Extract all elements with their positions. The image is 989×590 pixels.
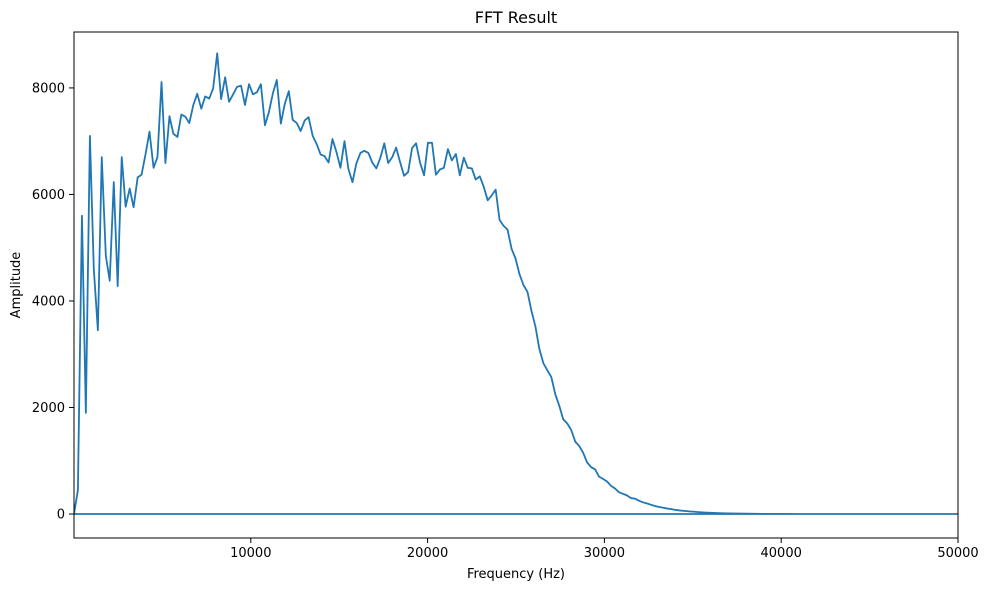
y-tick-label: 2000 [32, 401, 65, 416]
y-tick-label: 0 [57, 508, 65, 523]
x-tick-label: 30000 [584, 546, 625, 561]
y-tick-label: 6000 [32, 188, 65, 203]
axes-frame [73, 31, 959, 539]
x-axis-label: Frequency (Hz) [467, 567, 565, 582]
y-axis-ticks: 0 2000 4000 6000 8000 [32, 81, 74, 523]
series-line-0 [74, 52, 958, 515]
x-tick-label: 50000 [937, 546, 978, 561]
chart-title: FFT Result [475, 8, 557, 27]
x-tick-label: 10000 [230, 546, 271, 561]
y-tick-label: 8000 [32, 81, 65, 96]
x-tick-label: 40000 [761, 546, 802, 561]
x-tick-label: 20000 [407, 546, 448, 561]
x-axis-ticks: 10000 20000 30000 40000 50000 [230, 538, 979, 561]
y-axis-label: Amplitude [9, 252, 24, 319]
plot-area [73, 31, 959, 539]
y-tick-label: 4000 [32, 294, 65, 309]
